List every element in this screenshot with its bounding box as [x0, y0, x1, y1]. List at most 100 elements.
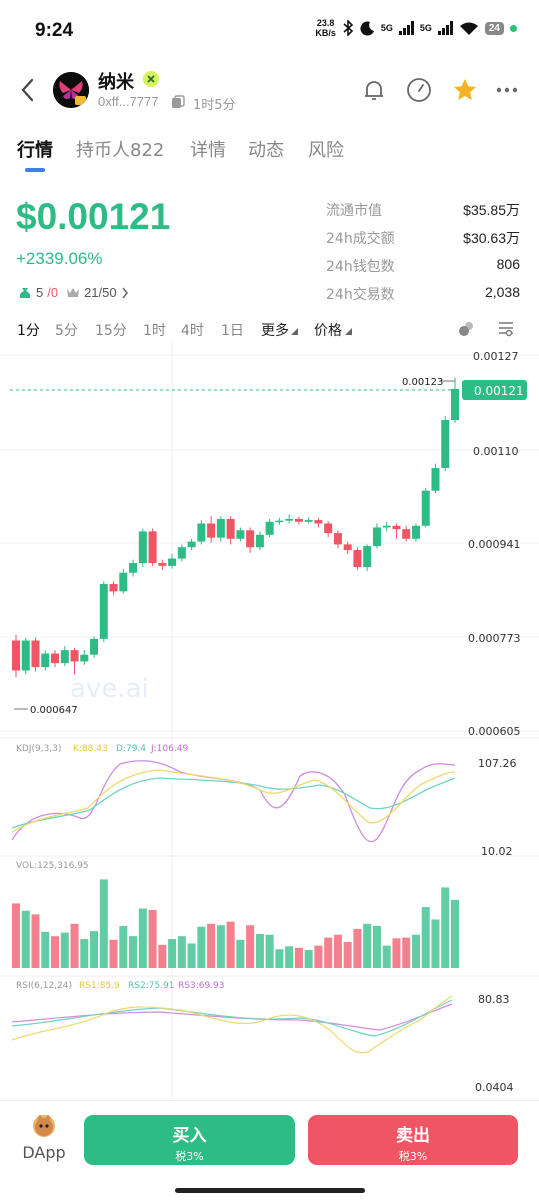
kdj-label: KDJ(9,3,3) — [16, 744, 61, 754]
token-avatar — [53, 72, 89, 108]
home-indicator — [175, 1188, 365, 1193]
stat-label: 流通市值 — [326, 203, 382, 219]
candle-body — [51, 653, 60, 664]
volume-bar — [216, 925, 225, 968]
active-tab-indicator — [25, 168, 45, 172]
sell-label: 卖出 — [396, 1126, 430, 1146]
gauge-icon[interactable] — [405, 76, 433, 104]
token-age: 1时5分 — [193, 98, 236, 113]
copy-icon[interactable] — [171, 95, 185, 109]
timeframe-1d[interactable]: 1日 — [221, 323, 244, 339]
volume-bar — [431, 919, 440, 968]
bell-icon[interactable] — [360, 76, 388, 104]
volume-bar — [421, 907, 430, 968]
candle-body — [392, 525, 401, 530]
timeframe-4h[interactable]: 4时 — [181, 323, 204, 339]
tab-holders[interactable]: 持币人822 — [76, 140, 165, 161]
candle-body — [353, 550, 362, 568]
net-speed: 23.8 KB/s — [315, 18, 336, 38]
candle-body — [41, 653, 50, 668]
candle-body — [372, 527, 381, 547]
kdj-j-value: J:106.49 — [150, 744, 188, 754]
timeframe-selector: 1分 5分 15分 1时 4时 1日 更多 价格 — [0, 318, 539, 342]
volume-bar — [207, 923, 216, 968]
chart-settings-icon[interactable] — [496, 318, 516, 338]
rsi-2-line — [11, 999, 453, 1037]
candle-body — [207, 523, 216, 538]
status-icons: 23.8 KB/s 5G 5G 24 — [315, 18, 517, 38]
tab-risk[interactable]: 风险 — [308, 140, 344, 161]
status-bar: 9:24 23.8 KB/s 5G 5G 24 — [0, 0, 539, 60]
tab-market[interactable]: 行情 — [17, 140, 53, 161]
candle-body — [216, 518, 225, 538]
dapp-button[interactable]: DApp — [20, 1115, 68, 1162]
sell-button[interactable]: 卖出 税3% — [308, 1115, 518, 1165]
price-chart[interactable]: ave.ai 0.00127 0.00110 0.000941 0.000773… — [0, 340, 539, 1100]
timeframe-15m[interactable]: 15分 — [95, 323, 127, 339]
token-logo-icon — [53, 72, 89, 108]
price-axis-label: 0.000941 — [468, 538, 521, 551]
bluetooth-icon — [343, 20, 354, 36]
volume-bar — [265, 934, 274, 968]
volume-bar — [246, 925, 255, 968]
tab-details[interactable]: 详情 — [190, 140, 226, 161]
volume-bar — [333, 934, 342, 968]
candle-body — [343, 544, 352, 551]
kdj-d-line — [11, 777, 456, 829]
candle-body — [441, 420, 450, 469]
candle-body — [324, 523, 333, 534]
candle-body — [246, 530, 255, 548]
stat-label: 24h钱包数 — [326, 259, 395, 275]
price-mode-selector[interactable]: 价格 — [314, 323, 342, 339]
volume-bar — [51, 936, 60, 968]
high-price-marker: 0.00123 — [402, 377, 443, 388]
candle-body — [333, 533, 342, 545]
signal-bars-2-icon — [437, 21, 453, 35]
volume-bar — [363, 923, 372, 968]
volume-bar — [382, 945, 391, 968]
candle-body — [90, 638, 99, 655]
tab-activity[interactable]: 动态 — [248, 140, 284, 161]
volume-bar — [138, 908, 147, 968]
dapp-label: DApp — [22, 1143, 66, 1162]
action-bar: DApp 买入 税3% 卖出 税3% — [0, 1100, 539, 1200]
kdj-d-value: D:79.4 — [116, 744, 146, 754]
back-icon[interactable] — [18, 76, 38, 104]
candle-body — [294, 518, 303, 522]
chevron-right-icon[interactable] — [121, 287, 129, 299]
caret-down-icon — [345, 328, 352, 335]
price-axis-label: 0.00110 — [473, 445, 519, 458]
timeframe-5m[interactable]: 5分 — [55, 323, 78, 339]
timeframe-1h[interactable]: 1时 — [143, 323, 166, 339]
volume-bar — [226, 921, 235, 968]
volume-bar — [12, 903, 20, 968]
price-axis-label: 0.00127 — [473, 350, 519, 363]
buy-button[interactable]: 买入 税3% — [84, 1115, 295, 1165]
candle-body — [255, 534, 264, 548]
volume-bar — [31, 914, 40, 968]
sim2-label: 5G — [419, 23, 432, 33]
candle-body — [275, 520, 284, 523]
volume-bar — [99, 879, 108, 968]
volume-bar — [197, 926, 206, 968]
candle-body — [99, 583, 108, 639]
timeframe-1m[interactable]: 1分 — [17, 323, 40, 339]
timeframe-more[interactable]: 更多 — [261, 323, 289, 339]
holders-ratio[interactable]: 21/50 — [84, 285, 117, 300]
more-menu-icon[interactable] — [494, 76, 522, 104]
volume-bar — [177, 936, 186, 968]
price-axis-label: 0.000605 — [468, 725, 521, 738]
kdj-axis-bottom: 10.02 — [481, 845, 513, 858]
candle-body — [285, 518, 294, 521]
volume-bar — [294, 947, 303, 968]
favorite-star-icon[interactable] — [451, 76, 479, 104]
candle-body — [187, 541, 196, 548]
stat-row: 流通市值 $35.85万 — [326, 200, 520, 228]
indicator-settings-icon[interactable] — [457, 318, 477, 338]
volume-bar — [236, 939, 245, 968]
stat-row: 24h成交额 $30.63万 — [326, 228, 520, 256]
vol-label: VOL:125,316.95 — [16, 861, 89, 871]
current-price-tag — [462, 380, 527, 400]
verified-badge-icon — [143, 71, 159, 87]
stat-value: 2,038 — [484, 284, 520, 300]
